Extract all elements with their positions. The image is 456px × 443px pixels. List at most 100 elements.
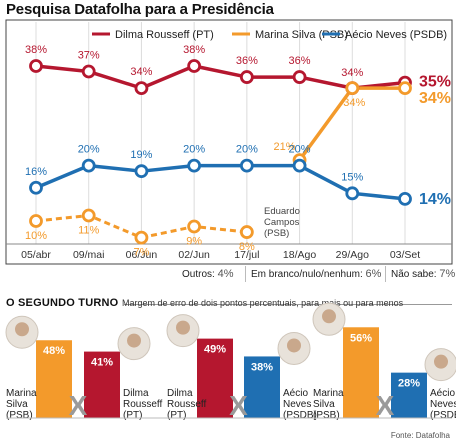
candidate-name: Neves <box>430 399 456 410</box>
data-label: 38% <box>25 44 47 56</box>
data-label: 36% <box>236 55 258 67</box>
candidate-name: Marina <box>6 388 37 399</box>
data-label: 36% <box>289 55 311 67</box>
data-label: 11% <box>78 224 99 236</box>
x-tick-label: 02/Jun <box>178 249 210 261</box>
data-point <box>398 191 412 206</box>
plot-frame <box>5 19 453 265</box>
bar-value-label: 41% <box>91 357 113 369</box>
candidate-face <box>127 333 141 348</box>
data-label: 35% <box>419 74 451 91</box>
candidate-name: (PSDB) <box>430 410 456 421</box>
main-line-chart: 05/abr 09/mai 06/Jun 02/Jun 17/jul 18/Ago 29/A… <box>5 19 453 265</box>
data-point <box>187 219 202 234</box>
naosabe-info: Não sabe: 7% <box>391 268 455 280</box>
naosabe-label: Não sabe: <box>391 269 437 280</box>
data-point <box>187 158 202 173</box>
series-line <box>35 163 406 201</box>
data-point <box>29 59 43 73</box>
legend-label: Marina Silva (PSB) <box>255 29 348 41</box>
section-divider <box>6 304 452 305</box>
candidate-name: (PSB) <box>6 410 33 421</box>
data-point <box>239 158 254 173</box>
candidate-name: (PSB) <box>313 410 340 421</box>
data-label: 20% <box>236 144 258 156</box>
data-point <box>134 81 149 96</box>
data-label: 34% <box>343 97 365 109</box>
candidate-name: Silva <box>313 399 335 410</box>
data-label: 19% <box>130 149 152 161</box>
data-label: 20% <box>289 144 311 156</box>
bar-value-label: 38% <box>251 361 273 373</box>
data-label: 8% <box>239 241 255 253</box>
candidate-face <box>15 322 29 337</box>
x-tick-label: 18/Ago <box>283 249 316 261</box>
source-note: Fonte: Datafolha <box>390 431 450 440</box>
candidate-bar <box>84 351 120 418</box>
candidate-face <box>176 320 190 335</box>
data-point <box>81 158 96 173</box>
data-point <box>292 70 307 84</box>
bar-value-label: 28% <box>398 378 420 390</box>
divider <box>385 266 386 282</box>
candidate-name: Rousseff <box>167 399 207 410</box>
data-point <box>29 214 43 228</box>
series-annotation: Eduardo <box>264 206 300 217</box>
data-point <box>345 81 360 96</box>
versus-mark: X <box>69 390 88 421</box>
branco-value: 6% <box>365 268 382 280</box>
x-tick-label: 06/Jun <box>126 249 158 261</box>
x-tick-label: 03/Set <box>390 249 420 261</box>
data-point <box>29 180 43 195</box>
data-label: 37% <box>78 50 100 62</box>
series-annotation: Campos <box>264 217 300 228</box>
versus-mark: X <box>229 390 248 421</box>
data-label: 21% <box>274 141 296 153</box>
data-label: 20% <box>78 144 100 156</box>
data-point <box>239 70 254 84</box>
versus-mark: X <box>376 390 395 421</box>
candidate-name: Aécio <box>430 388 455 399</box>
bar-value-label: 49% <box>204 344 226 356</box>
data-point <box>345 186 360 201</box>
candidate-bar <box>391 372 427 418</box>
candidate-name: Neves <box>283 399 311 410</box>
data-label: 9% <box>186 236 202 248</box>
data-point <box>398 81 412 96</box>
margin-of-error-note: Margem de erro de dois pontos percentuai… <box>122 298 404 308</box>
legend-label: Dilma Rousseff (PT) <box>115 29 214 41</box>
page-title: Pesquisa Datafolha para a Presidência <box>6 1 274 18</box>
data-point <box>292 158 307 173</box>
series-annotation: (PSB) <box>264 228 289 239</box>
candidate-name: Aécio <box>283 388 308 399</box>
data-label: 16% <box>25 166 47 178</box>
branco-label: Em branco/nulo/nenhum: <box>251 269 363 280</box>
candidate-name: Rousseff <box>123 399 163 410</box>
bar-value-label: 56% <box>350 332 372 344</box>
candidate-bar <box>36 340 72 418</box>
naosabe-value: 7% <box>439 268 456 280</box>
candidate-name: Marina <box>313 388 344 399</box>
x-tick-label: 29/Ago <box>336 249 369 261</box>
data-label: 34% <box>419 90 451 107</box>
data-label: 10% <box>25 230 47 242</box>
divider <box>245 266 246 282</box>
data-point <box>187 59 202 73</box>
legend-label: Aécio Neves (PSDB) <box>345 29 447 41</box>
candidate-name: (PT) <box>167 410 186 421</box>
outros-label: Outros: <box>182 269 215 280</box>
candidate-bar <box>244 356 280 418</box>
bar-value-label: 48% <box>43 345 65 357</box>
data-point <box>239 225 254 239</box>
candidate-name: (PSDB) <box>283 410 317 421</box>
data-label: 34% <box>341 67 363 79</box>
candidate-bar <box>343 327 379 418</box>
x-tick-label: 09/mai <box>73 249 105 261</box>
candidate-face <box>434 354 448 369</box>
data-point <box>81 208 96 223</box>
candidate-name: Silva <box>6 399 28 410</box>
candidate-face <box>322 309 336 324</box>
data-label: 15% <box>341 171 363 183</box>
candidate-name: (PT) <box>123 410 142 421</box>
